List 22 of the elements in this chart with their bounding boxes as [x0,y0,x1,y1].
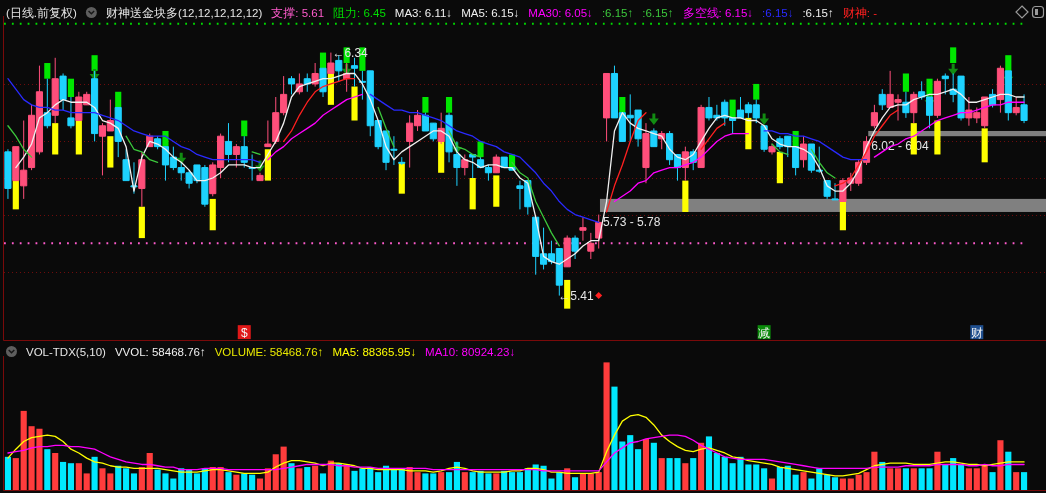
data-label: 减 [758,325,771,340]
chart-subtitle: 财神送金块多(12,12,12,12,12) [105,7,263,19]
legend-label: MA3: 6.11↓ [394,7,453,19]
text: :6.15↑ [601,7,634,19]
legend-label: VOLUME: 58468.76↑ [214,346,324,358]
text: MA5: 6.15↓ [461,7,520,19]
data-label: $ [240,325,248,340]
legend-label: VVOL: 58468.76↑ [114,346,206,358]
chart-title: (日线.前复权) [6,7,78,19]
legend-label: :6.15↑ [642,7,674,19]
chart-title: VOL-TDX(5,10) [26,346,107,358]
text: 财神: - [842,7,878,19]
text: MA10: 80924.23↓ [425,346,516,358]
text: :6.15↓ [762,7,794,19]
text: 多空线: 6.15↓ [682,6,754,19]
text: MA5: 88365.95↓ [332,346,417,358]
ref-line-label: 支撑: 5.61 [271,7,325,19]
ref-line-label: 阻力: 6.45 [333,7,386,19]
legend-label: MA30: 6.05↓ [528,7,593,19]
band-label: 5.73 - 5.78 [602,214,661,229]
legend-label: :6.15↑ [802,7,834,19]
data-label: 财 [970,325,983,340]
